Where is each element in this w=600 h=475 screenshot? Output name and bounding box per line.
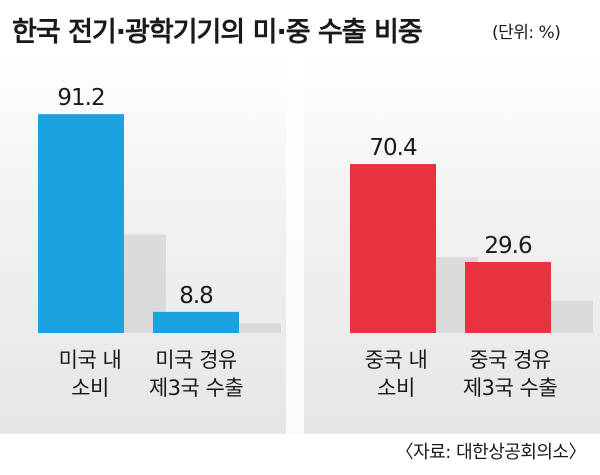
value-label-us-0: 91.2 (57, 85, 104, 111)
bar-us-0 (38, 114, 124, 334)
category-label-china-domestic: 중국 내 소비 (364, 348, 428, 400)
value-label-china-0: 70.4 (369, 135, 417, 161)
bar-shadow-us-0 (124, 234, 166, 333)
bar-china-1 (465, 261, 551, 333)
unit-label: (단위: %) (492, 23, 561, 43)
category-label-us-transit: 미국 경유 제3국 수출 (148, 348, 244, 400)
source-note: 〈자료: 대한상공회의소〉 (395, 442, 587, 463)
chart-title: 한국 전기·광학기기의 미·중 수출 비중 (12, 17, 423, 48)
panel-divider (286, 56, 304, 434)
bar-shadow-china-1 (551, 301, 593, 333)
bar-china-0 (350, 164, 436, 333)
category-label-us-domestic: 미국 내 소비 (58, 348, 122, 400)
bar-shadow-us-1 (239, 323, 281, 333)
value-label-us-1: 8.8 (179, 283, 213, 309)
category-label-china-transit: 중국 경유 제3국 수출 (462, 348, 558, 400)
value-label-china-1: 29.6 (484, 233, 532, 259)
bar-us-1 (153, 311, 239, 333)
